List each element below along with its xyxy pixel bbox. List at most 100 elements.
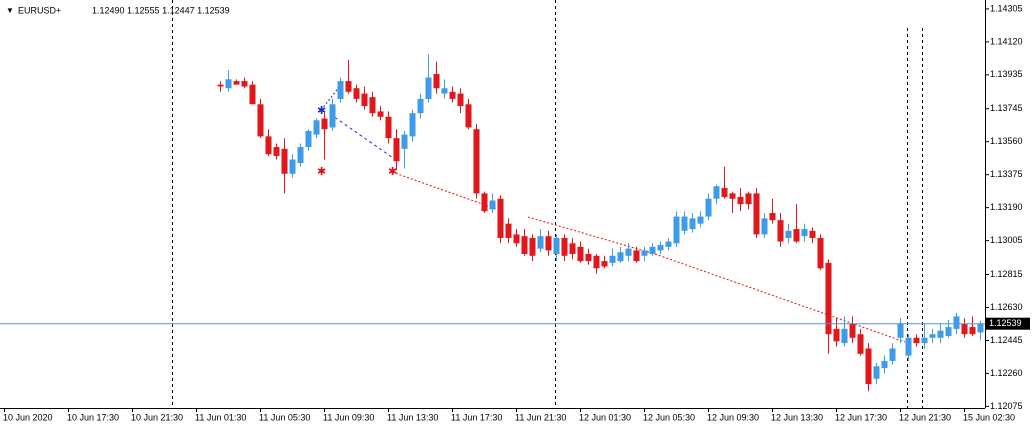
- candle-body: [753, 193, 760, 235]
- candle-body: [281, 148, 288, 174]
- candle-body: [913, 337, 920, 344]
- candle-body: [969, 327, 976, 335]
- candle-body: [897, 323, 904, 338]
- trend-line: [320, 85, 341, 111]
- candle-body: [529, 237, 536, 256]
- current-price-label: 1.12539: [989, 318, 1022, 328]
- candle-body: [449, 91, 456, 99]
- candle-body: [729, 193, 736, 199]
- candles: [217, 54, 984, 392]
- y-tick-label: 1.12445: [990, 335, 1023, 345]
- marker: ✱: [317, 166, 326, 178]
- candle-body: [609, 255, 616, 263]
- candle-body: [305, 131, 312, 148]
- candle-body: [393, 138, 400, 162]
- y-tick-label: 1.13375: [990, 169, 1023, 179]
- candle-body: [817, 237, 824, 269]
- x-tick-label: 11 Jun 01:30: [195, 412, 246, 422]
- candle-body: [401, 134, 408, 149]
- trend-line: [329, 113, 397, 161]
- candle-body: [705, 198, 712, 217]
- trend-lines: ✱ ✱ ✱: [317, 85, 906, 343]
- candle-body: [417, 98, 424, 114]
- candle-body: [441, 88, 448, 94]
- candle-body: [633, 250, 640, 262]
- candle-body: [673, 216, 680, 244]
- candle-body: [641, 250, 648, 256]
- candle-body: [497, 198, 504, 238]
- y-tick-label: 1.13190: [990, 202, 1023, 212]
- candle-body: [745, 193, 752, 205]
- candle-body: [465, 104, 472, 128]
- x-tick-label: 10 Jun 21:30: [131, 412, 183, 422]
- x-tick-label: 11 Jun 09:30: [323, 412, 374, 422]
- candle-body: [289, 159, 296, 174]
- candle-body: [561, 237, 568, 256]
- candle-body: [777, 220, 784, 242]
- candle-body: [625, 248, 632, 256]
- candle-body: [585, 253, 592, 262]
- candle-body: [977, 323, 984, 333]
- candle-body: [537, 236, 544, 249]
- candle-body: [713, 186, 720, 199]
- symbol: EURUSD+: [18, 5, 61, 15]
- candle-body: [873, 366, 880, 379]
- y-tick-label: 1.14305: [990, 3, 1023, 13]
- candle-body: [657, 245, 664, 251]
- candle-body: [793, 229, 800, 242]
- candle-body: [905, 337, 912, 356]
- candle-body: [353, 88, 360, 99]
- candle-body: [697, 216, 704, 224]
- candle-body: [937, 330, 944, 338]
- x-tick-label: 11 Jun 21:30: [515, 412, 566, 422]
- x-tick-label: 12 Jun 17:30: [835, 412, 887, 422]
- marker: ✱: [317, 105, 326, 117]
- ohlc-info: 1.12490 1.12555 1.12447 1.12539: [92, 5, 230, 15]
- candle-body: [849, 323, 856, 338]
- candle-body: [265, 136, 272, 155]
- candle-body: [345, 81, 352, 92]
- x-tick-label: 11 Jun 05:30: [259, 412, 310, 422]
- x-tick-label: 12 Jun 09:30: [707, 412, 759, 422]
- y-tick-label: 1.13560: [990, 136, 1023, 146]
- x-tick-label: 11 Jun 17:30: [451, 412, 502, 422]
- candle-body: [857, 334, 864, 354]
- candle-body: [473, 129, 480, 194]
- candle-body: [833, 328, 840, 342]
- y-tick-label: 1.12630: [990, 302, 1023, 312]
- menu-arrow[interactable]: ▼: [6, 6, 14, 15]
- x-tick-label: 10 Jun 2020: [3, 412, 53, 422]
- candle-body: [217, 84, 224, 87]
- y-tick-label: 1.13935: [990, 69, 1023, 79]
- candle-body: [233, 81, 240, 85]
- candle-body: [761, 218, 768, 235]
- candle-body: [809, 230, 816, 238]
- candle-body: [521, 236, 528, 254]
- x-tick-label: 12 Jun 01:30: [579, 412, 631, 422]
- candle-body: [721, 188, 728, 197]
- candle-body: [377, 111, 384, 117]
- current-price-box: [986, 317, 1030, 330]
- candle-body: [297, 147, 304, 164]
- y-tick-label: 1.12815: [990, 269, 1023, 279]
- y-tick-label: 1.14120: [990, 36, 1023, 46]
- candle-body: [241, 81, 248, 87]
- marker: ✱: [388, 166, 397, 178]
- y-tick-label: 1.13005: [990, 235, 1023, 245]
- candle-body: [889, 348, 896, 361]
- candle-body: [481, 193, 488, 212]
- candle-body: [313, 120, 320, 135]
- candle-body: [329, 104, 336, 128]
- candle-body: [841, 328, 848, 344]
- candle-body: [617, 252, 624, 262]
- x-tick-label: 12 Jun 13:30: [771, 412, 823, 422]
- candle-body: [553, 237, 560, 254]
- x-tick-label: 10 Jun 17:30: [67, 412, 119, 422]
- candle-body: [649, 246, 656, 254]
- candle-body: [505, 223, 512, 238]
- y-tick-label: 1.12260: [990, 368, 1023, 378]
- candle-body: [369, 97, 376, 114]
- candle-body: [249, 84, 256, 105]
